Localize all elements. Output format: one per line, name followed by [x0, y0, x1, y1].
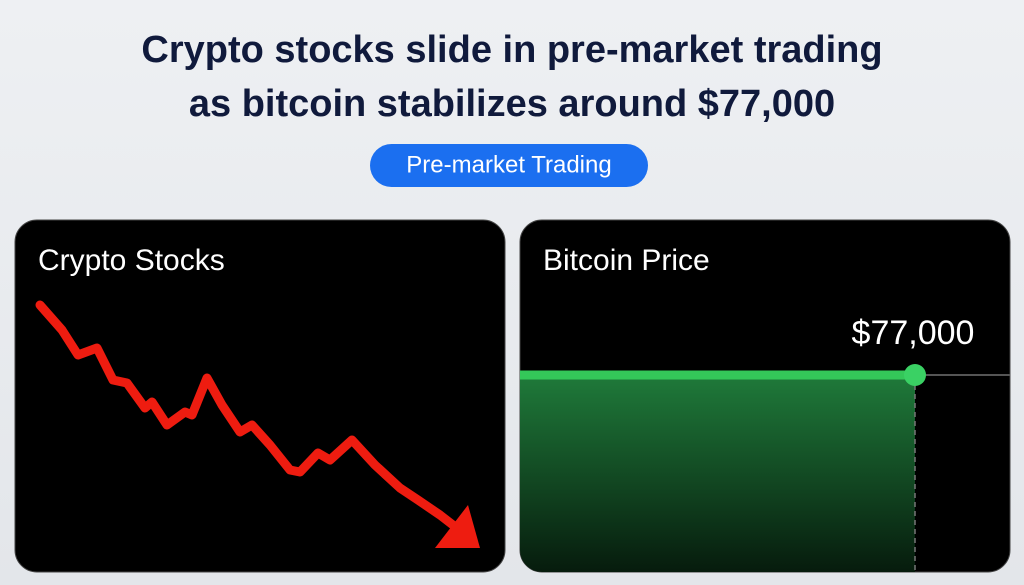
price-area-group [520, 370, 1010, 572]
panel-title: Bitcoin Price [543, 244, 710, 277]
price-area [520, 375, 915, 572]
down-trend-line [35, 300, 467, 537]
panel-title: Crypto Stocks [38, 244, 225, 277]
title-line: as bitcoin stabilizes around $77,000 [189, 83, 835, 125]
title-line: Crypto stocks slide in pre-market tradin… [141, 29, 882, 71]
arrowhead [435, 505, 480, 548]
price-label: $77,000 [852, 314, 975, 352]
badge-label: Pre-market Trading [406, 151, 611, 178]
price-dot [904, 364, 926, 386]
panel [14, 219, 506, 573]
badge [370, 144, 648, 187]
